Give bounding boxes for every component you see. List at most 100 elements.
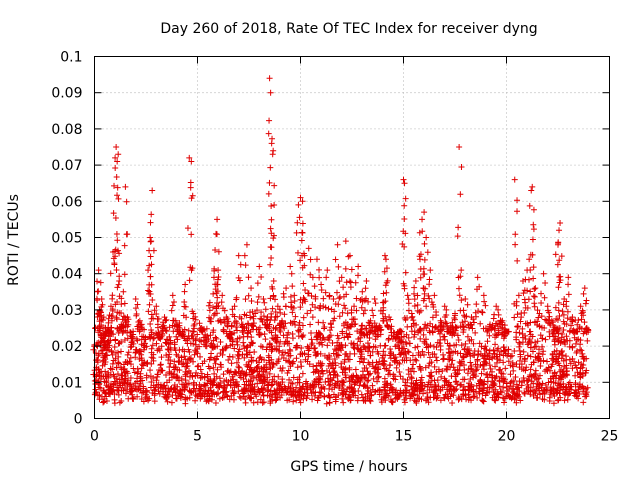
data-point [399, 241, 406, 248]
data-point [307, 321, 314, 328]
data-point [123, 198, 130, 205]
data-point [196, 320, 203, 327]
data-point [402, 195, 409, 202]
data-point [332, 256, 339, 263]
data-point [233, 359, 240, 366]
data-point [320, 370, 327, 377]
data-point [402, 339, 409, 346]
data-point [520, 366, 527, 373]
data-point [121, 379, 128, 386]
data-point [242, 396, 249, 403]
data-point [420, 331, 427, 338]
data-point [512, 392, 519, 399]
data-point [422, 397, 429, 404]
data-point [575, 317, 582, 324]
data-point [566, 379, 573, 386]
data-point [424, 389, 431, 396]
data-point [218, 299, 225, 306]
data-point [113, 375, 120, 382]
data-point [429, 323, 436, 330]
data-point [260, 296, 267, 303]
data-point [429, 351, 436, 358]
data-point [342, 305, 349, 312]
data-point [175, 392, 182, 399]
data-point [500, 335, 507, 342]
data-point [113, 173, 120, 180]
data-point [160, 319, 167, 326]
data-point [230, 396, 237, 403]
data-point [218, 364, 225, 371]
data-point [171, 381, 178, 388]
data-point [455, 224, 462, 231]
data-point [383, 289, 390, 296]
data-point [416, 363, 423, 370]
data-point [153, 340, 160, 347]
data-point [484, 328, 491, 335]
data-point [391, 329, 398, 336]
data-point [493, 303, 500, 310]
data-point [478, 370, 485, 377]
data-point [553, 327, 560, 334]
data-point [467, 365, 474, 372]
data-point [127, 344, 134, 351]
data-point [444, 340, 451, 347]
data-point [356, 358, 363, 365]
data-point [237, 261, 244, 268]
data-point [327, 332, 334, 339]
data-point [437, 336, 444, 343]
data-point [421, 339, 428, 346]
data-point [101, 398, 108, 405]
data-point [457, 323, 464, 330]
data-point [334, 241, 341, 248]
data-point [581, 319, 588, 326]
data-point [256, 355, 263, 362]
data-point [420, 270, 427, 277]
data-point [155, 315, 162, 322]
data-point [325, 352, 332, 359]
data-point [300, 294, 307, 301]
data-point [486, 332, 493, 339]
data-point [205, 363, 212, 370]
data-point [136, 382, 143, 389]
data-point [225, 367, 232, 374]
data-point [148, 238, 155, 245]
data-point [440, 394, 447, 401]
data-point [347, 383, 354, 390]
data-point [132, 296, 139, 303]
data-point [416, 253, 423, 260]
data-point [188, 158, 195, 165]
data-point [495, 306, 502, 313]
data-point [479, 390, 486, 397]
data-point [538, 313, 545, 320]
data-point [206, 307, 213, 314]
data-point [516, 364, 523, 371]
data-point [242, 296, 249, 303]
data-point [568, 322, 575, 329]
data-point [228, 323, 235, 330]
data-point [507, 371, 514, 378]
data-point [431, 363, 438, 370]
data-point [551, 370, 558, 377]
data-point [462, 340, 469, 347]
data-point [114, 284, 121, 291]
data-point [176, 367, 183, 374]
data-point [334, 351, 341, 358]
data-point [358, 296, 365, 303]
data-point [528, 187, 535, 194]
data-point [146, 333, 153, 340]
data-point [453, 325, 460, 332]
data-point [234, 327, 241, 334]
data-point [433, 312, 440, 319]
data-point [580, 330, 587, 337]
data-point [492, 334, 499, 341]
data-point [196, 337, 203, 344]
data-point [556, 325, 563, 332]
data-point [266, 359, 273, 366]
data-point [414, 343, 421, 350]
data-point [472, 373, 479, 380]
data-point [518, 314, 525, 321]
data-point [486, 388, 493, 395]
data-point [149, 390, 156, 397]
data-point [417, 327, 424, 334]
data-point [525, 339, 532, 346]
